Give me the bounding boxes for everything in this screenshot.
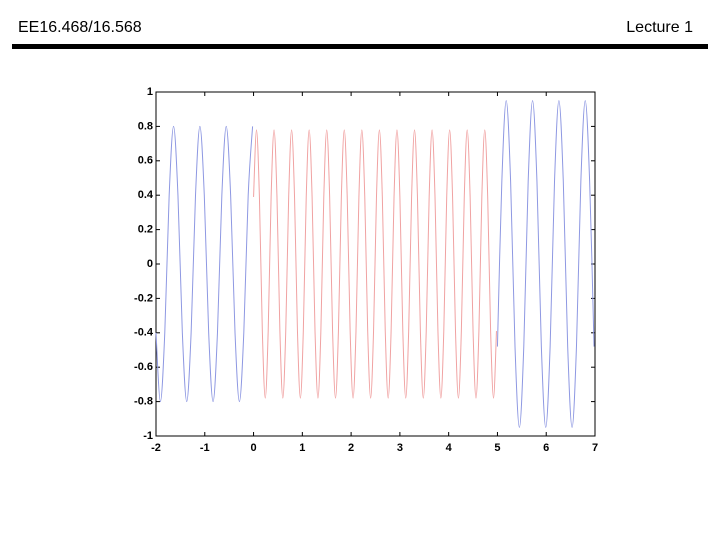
x-tick-label: 7 <box>592 442 598 454</box>
y-tick-label: 0 <box>147 258 153 270</box>
y-tick-label: 0.4 <box>138 189 154 201</box>
y-tick-label: 0.8 <box>138 120 153 132</box>
x-tick-label: -2 <box>151 442 161 454</box>
y-tick-label: -0.2 <box>134 292 153 304</box>
y-tick-label: -0.6 <box>134 361 153 373</box>
x-tick-label: 6 <box>543 442 549 454</box>
signal-line <box>253 129 497 399</box>
x-tick-label: 2 <box>348 442 354 454</box>
x-tick-label: 4 <box>446 442 453 454</box>
header-rule <box>12 44 708 49</box>
signal-line <box>496 100 595 428</box>
y-tick-label: 0.6 <box>138 155 153 167</box>
x-tick-label: 1 <box>299 442 305 454</box>
y-tick-label: -0.4 <box>134 327 154 339</box>
x-tick-label: 3 <box>397 442 403 454</box>
y-tick-label: -1 <box>143 430 153 442</box>
y-tick-label: -0.8 <box>134 396 153 408</box>
x-tick-label: 5 <box>494 442 500 454</box>
signal-line <box>155 125 254 403</box>
y-tick-label: 1 <box>147 86 153 98</box>
lecture-label: Lecture 1 <box>626 19 693 36</box>
x-tick-label: -1 <box>200 442 210 454</box>
y-tick-label: 0.2 <box>138 224 153 236</box>
x-tick-label: 0 <box>250 442 256 454</box>
slide-title: EE16.468/16.568 <box>18 19 142 36</box>
